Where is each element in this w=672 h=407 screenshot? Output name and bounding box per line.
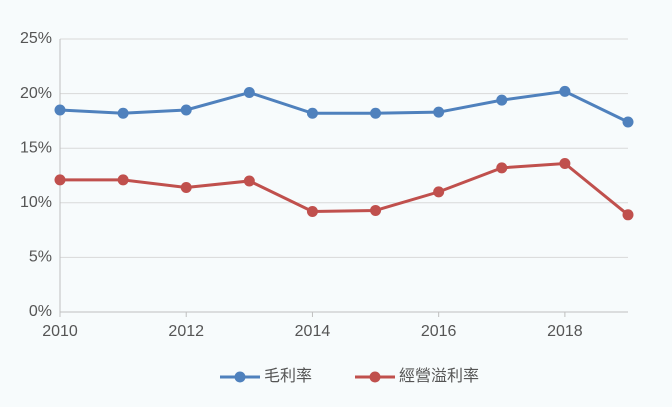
data-point: [54, 174, 66, 186]
data-point: [243, 175, 255, 187]
x-tick-label: 2014: [295, 323, 331, 340]
y-tick-label: 10%: [20, 194, 52, 211]
x-tick-label: 2016: [421, 323, 457, 340]
data-point: [559, 85, 571, 97]
data-point: [622, 116, 634, 128]
data-point: [622, 209, 634, 221]
legend-marker: [369, 371, 381, 383]
data-point: [306, 107, 318, 119]
y-tick-label: 0%: [29, 303, 52, 320]
y-tick-label: 25%: [20, 30, 52, 47]
data-point: [180, 182, 192, 194]
data-point: [433, 106, 445, 118]
data-point: [54, 104, 66, 116]
data-point: [496, 162, 508, 174]
data-point: [559, 157, 571, 169]
series-line: [60, 161, 629, 216]
data-point: [117, 174, 129, 186]
data-point: [306, 206, 318, 218]
legend-marker: [234, 371, 246, 383]
x-tick-label: 2010: [42, 323, 78, 340]
y-tick-label: 5%: [29, 249, 52, 266]
data-point: [370, 204, 382, 216]
y-tick-label: 15%: [20, 139, 52, 156]
y-tick-label: 20%: [20, 85, 52, 102]
data-point: [370, 107, 382, 119]
data-point: [180, 104, 192, 116]
data-point: [433, 186, 445, 198]
data-point: [117, 107, 129, 119]
legend-label: 經營溢利率: [399, 367, 479, 385]
series-line: [59, 89, 629, 124]
legend-label: 毛利率: [264, 367, 312, 385]
data-point: [243, 87, 255, 99]
x-tick-label: 2012: [168, 323, 204, 340]
data-point: [496, 94, 508, 106]
x-tick-label: 2018: [547, 323, 583, 340]
